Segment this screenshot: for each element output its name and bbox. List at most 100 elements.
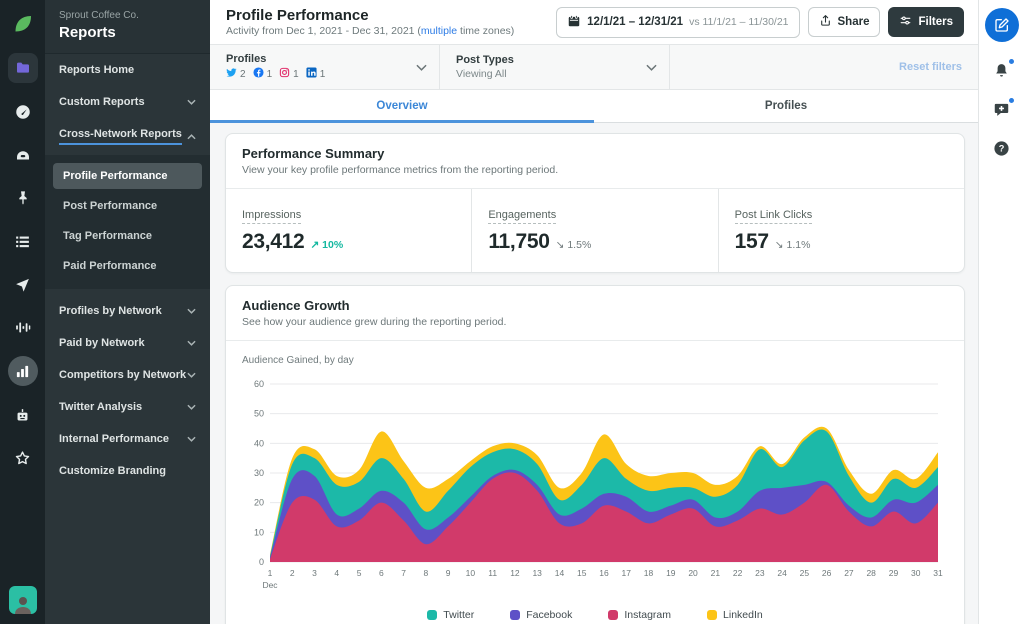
- sidebar-item-tag-performance[interactable]: Tag Performance: [63, 230, 153, 242]
- share-button[interactable]: Share: [807, 7, 881, 37]
- sprout-logo-icon[interactable]: [9, 10, 37, 38]
- svg-text:22: 22: [733, 568, 743, 578]
- legend-item-linkedin[interactable]: LinkedIn: [707, 609, 763, 621]
- svg-text:10: 10: [466, 568, 476, 578]
- legend-item-twitter[interactable]: Twitter: [427, 609, 474, 621]
- publishing-paper-plane-icon[interactable]: [9, 270, 37, 298]
- legend-item-facebook[interactable]: Facebook: [510, 609, 572, 621]
- filter-bar: Profiles 2 1 1 1 Post Types Viewing All: [210, 45, 978, 90]
- svg-text:31: 31: [933, 568, 943, 578]
- legend-label: Facebook: [526, 609, 573, 621]
- chevron-down-icon: [416, 58, 427, 76]
- svg-text:5: 5: [357, 568, 362, 578]
- sidebar-item-post-performance[interactable]: Post Performance: [63, 200, 158, 212]
- svg-text:18: 18: [644, 568, 654, 578]
- legend-item-instagram[interactable]: Instagram: [608, 609, 671, 621]
- legend-swatch: [707, 610, 718, 620]
- sidebar-item-paid-performance[interactable]: Paid Performance: [63, 260, 157, 272]
- bot-icon[interactable]: [9, 401, 37, 429]
- svg-text:6: 6: [379, 568, 384, 578]
- svg-text:21: 21: [711, 568, 721, 578]
- svg-text:16: 16: [599, 568, 609, 578]
- feedback-chat-icon[interactable]: [991, 97, 1015, 120]
- tab-overview[interactable]: Overview: [210, 90, 594, 123]
- svg-text:17: 17: [622, 568, 632, 578]
- filters-button[interactable]: Filters: [888, 7, 964, 37]
- filter-sliders-icon: [899, 14, 912, 30]
- notification-dot: [1007, 58, 1015, 65]
- svg-text:11: 11: [488, 568, 497, 578]
- svg-text:15: 15: [577, 568, 587, 578]
- svg-text:14: 14: [555, 568, 565, 578]
- performance-summary-card: Performance Summary View your key profil…: [225, 133, 965, 273]
- svg-text:30: 30: [911, 568, 921, 578]
- main-content: Profile Performance Activity from Dec 1,…: [210, 0, 978, 624]
- audience-growth-card: Audience Growth See how your audience gr…: [225, 285, 965, 624]
- chart-caption: Audience Gained, by day: [242, 355, 354, 366]
- folder-icon[interactable]: [7, 53, 38, 83]
- chevron-down-icon: [187, 369, 196, 381]
- compose-button[interactable]: [984, 8, 1019, 42]
- cross-network-subsection: Profile Performance Post Performance Tag…: [45, 155, 210, 289]
- premium-star-icon[interactable]: [9, 444, 37, 472]
- chevron-up-icon: [187, 131, 196, 143]
- svg-text:40: 40: [254, 438, 264, 448]
- feed-list-icon[interactable]: [9, 227, 37, 255]
- svg-text:60: 60: [254, 379, 264, 389]
- chevron-down-icon: [187, 401, 196, 413]
- change-up-indicator: ↗ 10%: [310, 239, 344, 251]
- svg-text:23: 23: [755, 568, 765, 578]
- profile-network-counts: 2 1 1 1: [226, 67, 325, 81]
- chevron-down-icon: [187, 305, 196, 317]
- svg-text:26: 26: [822, 568, 832, 578]
- sidebar-item-paid-by-network[interactable]: Paid by Network: [45, 327, 210, 359]
- report-tabs: Overview Profiles: [210, 90, 978, 123]
- change-down-indicator: ↘ 1.5%: [555, 239, 592, 251]
- multiple-timezones-link[interactable]: multiple: [420, 25, 458, 38]
- audience-growth-subtitle: See how your audience grew during the re…: [242, 316, 507, 328]
- sidebar-item-cross-network-reports[interactable]: Cross-Network Reports: [45, 118, 210, 155]
- smart-inbox-icon[interactable]: [9, 141, 37, 169]
- svg-text:?: ?: [999, 143, 1005, 153]
- page-title: Profile Performance: [226, 6, 369, 24]
- svg-text:3: 3: [312, 568, 317, 578]
- sidebar-item-profile-performance[interactable]: Profile Performance: [53, 163, 202, 189]
- profiles-filter-dropdown[interactable]: Profiles 2 1 1 1: [210, 45, 440, 89]
- svg-text:12: 12: [510, 568, 520, 578]
- svg-text:4: 4: [334, 568, 339, 578]
- utility-rail: ?: [978, 0, 1024, 624]
- pin-icon[interactable]: [9, 184, 37, 212]
- chart-legend: Twitter Facebook Instagram LinkedIn: [242, 609, 948, 621]
- sidebar-item-customize-branding[interactable]: Customize Branding: [59, 465, 166, 477]
- calendar-icon: [567, 14, 581, 31]
- sidebar-item-profiles-by-network[interactable]: Profiles by Network: [45, 295, 210, 327]
- share-icon: [819, 14, 832, 30]
- post-types-filter-dropdown[interactable]: Post Types Viewing All: [440, 45, 670, 89]
- user-avatar[interactable]: [8, 586, 37, 614]
- reports-bar-chart-icon[interactable]: [7, 356, 38, 386]
- account-name: Sprout Coffee Co.: [59, 10, 139, 21]
- date-range-button[interactable]: 12/1/21 – 12/31/21 vs 11/1/21 – 11/30/21: [556, 6, 800, 38]
- sidebar-item-custom-reports[interactable]: Custom Reports: [45, 86, 210, 118]
- legend-swatch: [608, 610, 619, 620]
- summary-metrics-row: Impressions 23,412 ↗ 10% Engagements 11,…: [226, 189, 964, 272]
- dashboard-gauge-icon[interactable]: [9, 98, 37, 126]
- sidebar-item-competitors-by-network[interactable]: Competitors by Network: [45, 359, 210, 391]
- svg-text:29: 29: [889, 568, 899, 578]
- sidebar-item-twitter-analysis[interactable]: Twitter Analysis: [45, 391, 210, 423]
- svg-text:13: 13: [532, 568, 542, 578]
- svg-text:10: 10: [254, 527, 264, 537]
- help-icon[interactable]: ?: [991, 137, 1013, 159]
- svg-text:0: 0: [259, 557, 264, 567]
- performance-summary-subtitle: View your key profile performance metric…: [242, 164, 559, 176]
- audience-growth-title: Audience Growth: [242, 298, 350, 313]
- notifications-bell-icon[interactable]: [991, 58, 1015, 81]
- sidebar-item-internal-performance[interactable]: Internal Performance: [45, 423, 210, 455]
- tab-profiles[interactable]: Profiles: [764, 100, 808, 112]
- sidebar-item-reports-home[interactable]: Reports Home: [59, 64, 135, 76]
- reset-filters-link[interactable]: Reset filters: [899, 61, 962, 73]
- listening-waveform-icon[interactable]: [9, 313, 37, 341]
- legend-label: Instagram: [624, 609, 672, 621]
